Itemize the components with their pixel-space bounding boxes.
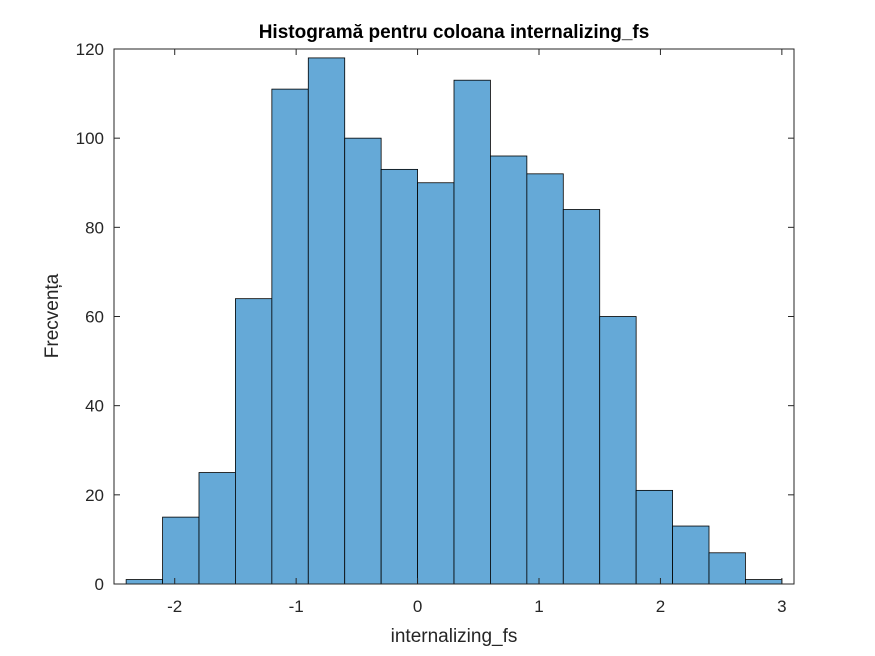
histogram-bar <box>672 525 710 585</box>
histogram-bar <box>380 168 418 585</box>
histogram-bar <box>526 173 564 585</box>
histogram-bar <box>745 579 783 585</box>
bars-layer <box>125 57 783 585</box>
chart-title: Histogramă pentru coloana internalizing_… <box>259 22 650 43</box>
x-tick-label: -2 <box>167 597 182 616</box>
histogram-bar <box>235 298 273 585</box>
y-tick-label: 100 <box>76 129 104 148</box>
y-tick-label: 120 <box>76 40 104 59</box>
x-tick-label: 2 <box>656 597 665 616</box>
histogram-bar <box>599 316 637 585</box>
histogram-bar <box>271 88 309 585</box>
x-tick-label: -1 <box>289 597 304 616</box>
y-tick-label: 0 <box>95 575 104 594</box>
histogram-bar <box>417 182 455 585</box>
y-tick-label: 40 <box>85 397 104 416</box>
histogram-bar <box>307 57 346 585</box>
y-axis-label: Frecvența <box>42 273 63 358</box>
x-axis-label: internalizing_fs <box>391 626 518 647</box>
plot-area-frame <box>113 48 795 585</box>
histogram-bar <box>198 472 236 585</box>
x-tick-label: 1 <box>534 597 543 616</box>
histogram-bar <box>562 209 601 585</box>
y-tick-label: 80 <box>85 218 104 237</box>
histogram-bar <box>708 552 746 585</box>
y-tick-label: 20 <box>85 486 104 505</box>
histogram-bar <box>125 579 163 585</box>
y-tick-label: 60 <box>85 308 104 327</box>
x-tick-label: 0 <box>413 597 422 616</box>
ticks-layer: -2 -1 0 1 2 3 0 20 40 60 80 100 120 <box>76 40 794 616</box>
histogram-bar <box>162 516 200 585</box>
histogram-bar <box>490 155 528 585</box>
x-tick-label: 3 <box>777 597 786 616</box>
histogram-bar <box>453 79 491 585</box>
histogram-bar <box>635 489 673 585</box>
histogram-bar <box>344 137 382 585</box>
